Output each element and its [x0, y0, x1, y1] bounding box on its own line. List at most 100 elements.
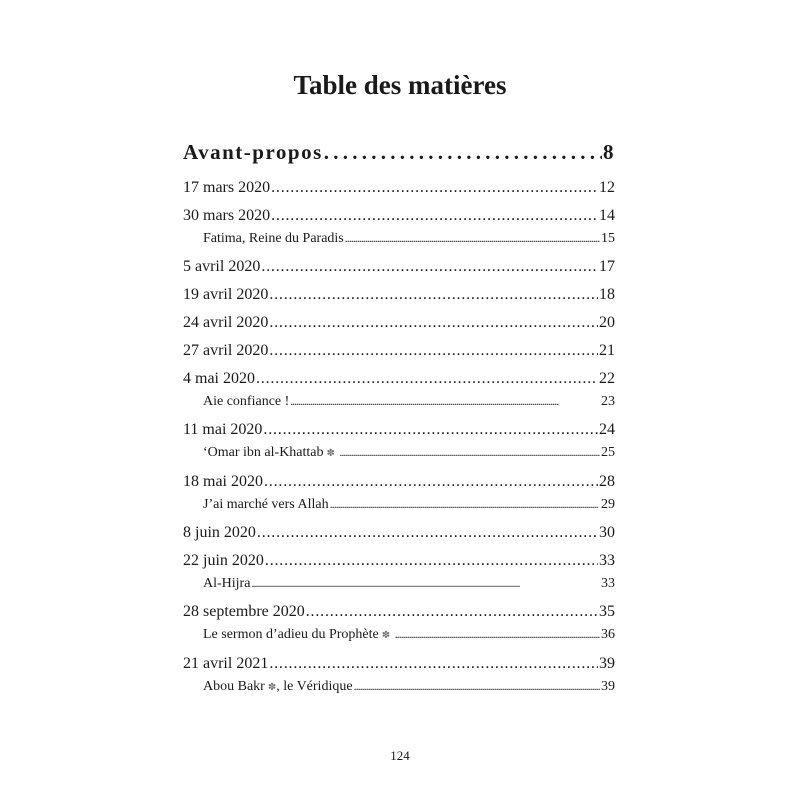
dot-leader [269, 283, 598, 306]
toc-entry: 24 avril 2020 20 [183, 311, 615, 334]
dot-leader [264, 470, 598, 493]
toc-label-text: 4 mai 2020 [183, 370, 255, 387]
toc-page-number: 14 [599, 207, 615, 224]
page-number: 124 [390, 748, 410, 763]
toc-label-text: Abou Bakr [203, 679, 265, 694]
toc-page-number: 21 [599, 342, 615, 359]
toc-label: Fatima, Reine du Paradis [203, 227, 344, 250]
toc-label-suffix: , le Véridique [276, 679, 353, 694]
toc-label-text: 8 juin 2020 [183, 524, 256, 541]
toc-label-text: 5 avril 2020 [183, 258, 261, 275]
toc-label: 30 mars 2020 [183, 204, 270, 227]
toc-label-text: Le sermon d’adieu du Prophète [203, 627, 379, 642]
toc-label: 11 mai 2020 [183, 418, 262, 441]
toc-subentry: Le sermon d’adieu du Prophète✽ 36 [183, 623, 615, 647]
toc-page-number: 28 [599, 473, 615, 490]
toc-label: Abou Bakr ✽, le Véridique [203, 675, 353, 699]
radiyallahu-icon: ✽ [326, 448, 335, 459]
dot-leader [306, 600, 598, 623]
toc-page-number: 17 [599, 258, 615, 275]
dot-leader [263, 418, 598, 441]
toc-entry: 8 juin 2020 30 [183, 521, 615, 544]
toc-page-number: 12 [599, 179, 615, 196]
salallahu-alayhi-wasallam-icon: ✽ [381, 630, 391, 641]
toc-entry: 28 septembre 2020 35 [183, 600, 615, 623]
toc-entry: 27 avril 2020 21 [183, 339, 615, 362]
dot-leader [269, 339, 598, 362]
toc-label: 21 avril 2021 [183, 652, 268, 675]
toc-entry: 30 mars 2020 14 [183, 204, 615, 227]
toc-page-number: 33 [601, 576, 615, 591]
toc-entry: 4 mai 2020 22 [183, 367, 615, 390]
toc-label-text: J’ai marché vers Allah [203, 497, 329, 512]
toc-entry: 22 juin 2020 33 [183, 549, 615, 572]
toc-label-text: 19 avril 2020 [183, 286, 269, 303]
dot-leader [324, 138, 602, 166]
toc-label: 19 avril 2020 [183, 283, 268, 306]
toc-page-number: 25 [601, 445, 615, 460]
toc-label-text: Al-Hijra [203, 576, 251, 591]
toc-entry: 17 mars 2020 12 [183, 176, 615, 199]
toc-label: 8 juin 2020 [183, 521, 256, 544]
toc-label: 18 mai 2020 [183, 470, 263, 493]
toc-label: ‘Omar ibn al-Khattab ✽ [203, 441, 338, 465]
toc-label: 22 juin 2020 [183, 549, 264, 572]
dot-leader [269, 652, 598, 675]
toc-page-number: 15 [601, 231, 615, 246]
toc-subentry: J’ai marché vers Allah 29 [183, 493, 615, 516]
toc-entry: 18 mai 2020 28 [183, 470, 615, 493]
toc-page-number: 36 [601, 627, 615, 642]
toc-label: Aie confiance ! [203, 390, 289, 413]
toc-entry: 21 avril 2021 39 [183, 652, 615, 675]
toc-label-text: 17 mars 2020 [183, 179, 271, 196]
toc-page-number: 39 [601, 679, 615, 694]
toc-label: 5 avril 2020 [183, 255, 260, 278]
toc-page-number: 39 [599, 655, 615, 672]
toc-label-text: 27 avril 2020 [183, 342, 269, 359]
toc-label-text: 30 mars 2020 [183, 207, 271, 224]
dot-leader [271, 176, 598, 199]
page-title: Table des matières [293, 70, 507, 100]
toc-page-number: 8 [603, 140, 615, 164]
toc-label: 4 mai 2020 [183, 367, 255, 390]
dot-leader [269, 311, 598, 334]
toc-label-text: 28 septembre 2020 [183, 603, 305, 620]
toc-page-number: 24 [599, 421, 615, 438]
toc-label: 24 avril 2020 [183, 311, 268, 334]
dot-leader [256, 367, 598, 390]
toc-label: 17 mars 2020 [183, 176, 270, 199]
radiyallahu-icon: ✽ [267, 682, 277, 693]
toc-label: Avant-propos [183, 140, 323, 164]
toc-entry: 5 avril 2020 17 [183, 255, 615, 278]
toc-label-text: 22 juin 2020 [183, 552, 264, 569]
dot-leader [251, 572, 600, 595]
toc-label-text: 24 avril 2020 [183, 314, 269, 331]
toc-subentry: Aie confiance ! 23 [183, 390, 615, 413]
toc-subentry: Al-Hijra 33 [183, 572, 615, 595]
dot-leader [257, 521, 598, 544]
toc-entry: 11 mai 2020 24 [183, 418, 615, 441]
toc-label: J’ai marché vers Allah [203, 493, 329, 516]
toc-label: 28 septembre 2020 [183, 600, 305, 623]
dot-leader [330, 493, 600, 516]
toc-label-text: ‘Omar ibn al-Khattab [203, 445, 324, 460]
dot-leader [354, 675, 600, 698]
table-of-contents: Avant-propos 8 17 mars 2020 12 30 mars 202… [183, 138, 615, 699]
toc-entry: 19 avril 2020 18 [183, 283, 615, 306]
toc-label-text: 21 avril 2021 [183, 655, 269, 672]
toc-label-text: Aie confiance ! [203, 394, 290, 409]
toc-subentry: ‘Omar ibn al-Khattab✽ 25 [183, 441, 615, 465]
toc-page-number: 22 [599, 370, 615, 387]
dot-leader [290, 390, 600, 413]
toc-label: 27 avril 2020 [183, 339, 268, 362]
dot-leader [345, 227, 600, 250]
toc-page-number: 30 [599, 524, 615, 541]
toc-page-number: 20 [599, 314, 615, 331]
toc-page-number: 33 [599, 552, 615, 569]
toc-subentry: Fatima, Reine du Paradis 15 [183, 227, 615, 250]
toc-label: Le sermon d’adieu du Prophète ✽ [203, 623, 394, 647]
toc-page-number: 23 [601, 394, 615, 409]
toc-subentry: Abou Bakr✽, le Véridique 39 [183, 675, 615, 699]
toc-page-number: 35 [599, 603, 615, 620]
toc-page-number: 18 [599, 286, 615, 303]
